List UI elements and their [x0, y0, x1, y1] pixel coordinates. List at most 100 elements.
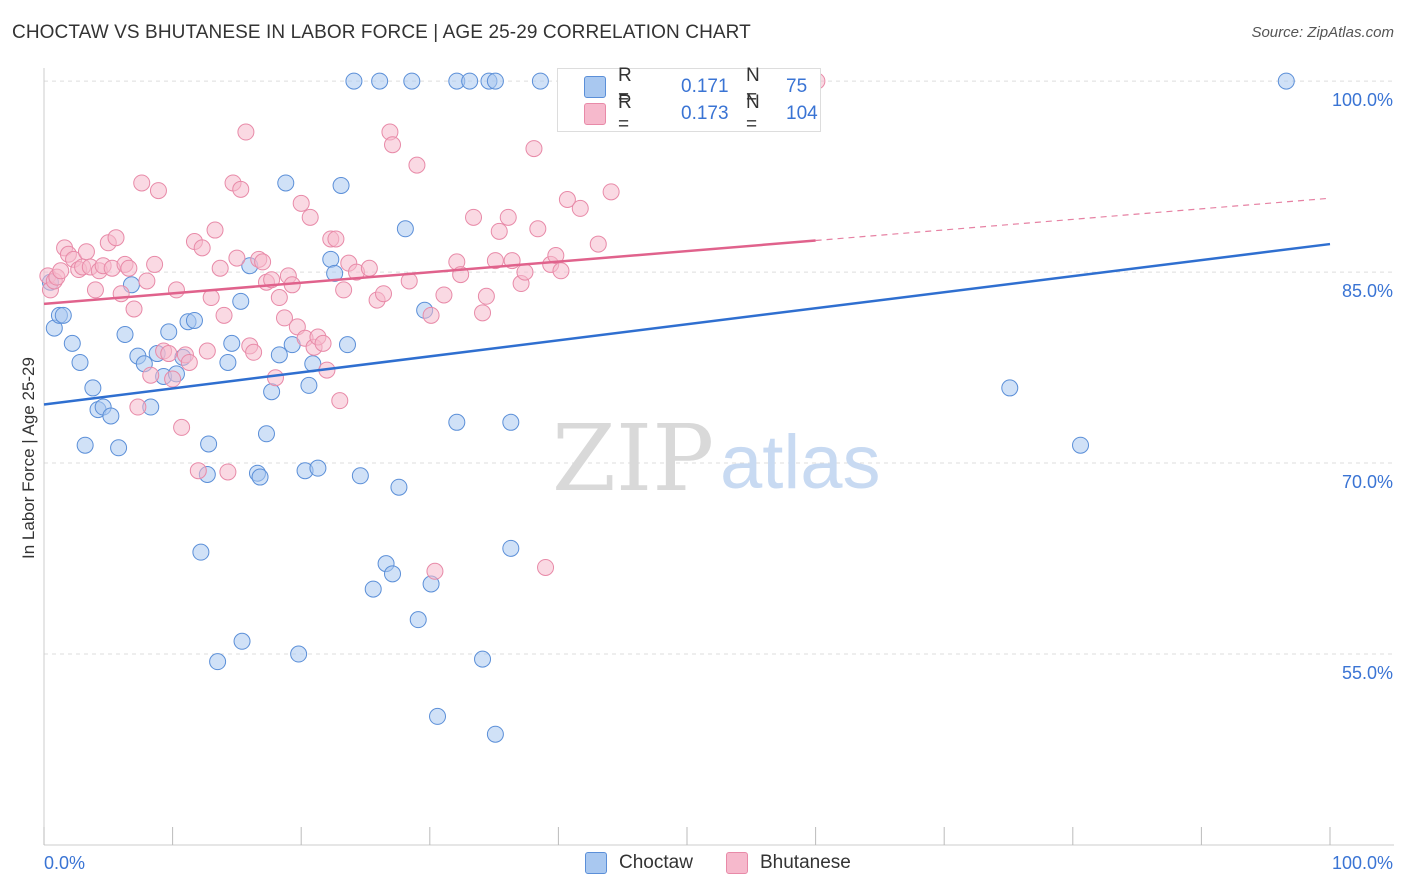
bhutanese-point: [120, 259, 138, 277]
bhutanese-point: [384, 136, 402, 154]
stats-legend: R = 0.171 N = 75 R = 0.173 N = 104: [557, 65, 821, 135]
chart-source: Source: ZipAtlas.com: [1251, 24, 1394, 41]
choctaw-point: [502, 539, 520, 557]
choctaw-point: [84, 379, 102, 397]
watermark: ZIP atlas: [552, 405, 881, 512]
bhutanese-point: [206, 221, 224, 239]
bhutanese-point: [254, 253, 272, 271]
choctaw-swatch: [584, 76, 606, 98]
legend-n-value: 104: [786, 103, 818, 124]
choctaw-point: [185, 311, 203, 329]
choctaw-point: [409, 611, 427, 629]
choctaw-point: [429, 707, 447, 725]
choctaw-trend-line: [43, 242, 1331, 406]
choctaw-point: [223, 334, 241, 352]
bhutanese-point: [180, 353, 198, 371]
legend-r-value: 0.173: [681, 103, 729, 124]
choctaw-point: [326, 264, 344, 282]
bhutanese-point: [547, 247, 565, 265]
y-tick-label: 70.0%: [1342, 472, 1393, 492]
chart-title: CHOCTAW VS BHUTANESE IN LABOR FORCE | AG…: [12, 22, 751, 43]
choctaw-point: [251, 468, 269, 486]
choctaw-point: [192, 543, 210, 561]
legend-r-label: R =: [618, 65, 632, 108]
bhutanese-point: [301, 208, 319, 226]
legend-n-label: N =: [746, 92, 760, 135]
bhutanese-point: [360, 259, 378, 277]
legend-n-label: N =: [746, 65, 760, 108]
bhutanese-trend-line: [43, 239, 816, 306]
choctaw-point: [233, 632, 251, 650]
choctaw-point: [531, 72, 549, 90]
bhutanese-point: [516, 263, 534, 281]
choctaw-point: [474, 650, 492, 668]
bhutanese-point: [189, 462, 207, 480]
trend-lines: [43, 197, 1331, 406]
y-tick-label: 55.0%: [1342, 663, 1393, 683]
choctaw-point: [76, 436, 94, 454]
legend-item-bhutanese: Bhutanese: [726, 852, 851, 874]
bhutanese-point: [275, 309, 293, 327]
bhutanese-point: [552, 262, 570, 280]
legend-label-choctaw: Choctaw: [619, 852, 693, 873]
bhutanese-point: [465, 208, 483, 226]
bhutanese-point: [202, 289, 220, 307]
watermark-atlas: atlas: [720, 420, 881, 505]
choctaw-point: [384, 565, 402, 583]
choctaw-point: [332, 176, 350, 194]
choctaw-point: [371, 72, 389, 90]
bhutanese-point: [602, 183, 620, 201]
bhutanese-point: [146, 255, 164, 273]
choctaw-point: [502, 413, 520, 431]
bhutanese-point: [219, 463, 237, 481]
choctaw-point: [1001, 379, 1019, 397]
bhutanese-point: [160, 345, 178, 363]
choctaw-swatch: [585, 852, 607, 874]
legend-r-label: R =: [618, 92, 632, 135]
legend-r-value: 0.171: [681, 76, 729, 97]
choctaw-point: [257, 425, 275, 443]
legend-label-bhutanese: Bhutanese: [760, 852, 851, 873]
choctaw-point: [219, 353, 237, 371]
bhutanese-points: [39, 72, 826, 580]
bhutanese-point: [408, 156, 426, 174]
choctaw-point: [486, 72, 504, 90]
bhutanese-point: [228, 249, 246, 267]
y-axis-label: In Labor Force | Age 25-29: [19, 357, 38, 559]
choctaw-point: [486, 725, 504, 743]
bhutanese-point: [426, 562, 444, 580]
bhutanese-point: [499, 208, 517, 226]
bhutanese-point: [335, 281, 353, 299]
y-tick-label: 100.0%: [1332, 90, 1393, 110]
choctaw-point: [54, 306, 72, 324]
choctaw-point: [1072, 436, 1090, 454]
choctaw-point: [277, 174, 295, 192]
x-tick-labels: 0.0% 100.0%: [44, 853, 1393, 873]
bhutanese-point: [266, 369, 284, 387]
bhutanese-point: [375, 285, 393, 303]
choctaw-point: [270, 346, 288, 364]
choctaw-point: [396, 220, 414, 238]
choctaw-point: [322, 250, 340, 268]
bhutanese-point: [270, 289, 288, 307]
bhutanese-point: [164, 370, 182, 388]
bhutanese-point: [435, 286, 453, 304]
bhutanese-point: [327, 230, 345, 248]
series-legend: Choctaw Bhutanese: [0, 852, 1406, 878]
y-tick-labels: 55.0% 70.0% 85.0% 100.0%: [1332, 90, 1393, 683]
watermark-zip: ZIP: [552, 405, 714, 512]
choctaw-point: [309, 459, 327, 477]
choctaw-point: [110, 439, 128, 457]
choctaw-point: [448, 413, 466, 431]
choctaw-point: [403, 72, 421, 90]
choctaw-point: [71, 353, 89, 371]
bhutanese-point: [129, 398, 147, 416]
bhutanese-swatch: [584, 103, 606, 125]
bhutanese-point: [331, 392, 349, 410]
legend-n-value: 75: [786, 76, 808, 97]
bhutanese-point: [529, 220, 547, 238]
choctaw-point: [263, 383, 281, 401]
bhutanese-point: [571, 199, 589, 217]
bhutanese-point: [537, 558, 555, 576]
